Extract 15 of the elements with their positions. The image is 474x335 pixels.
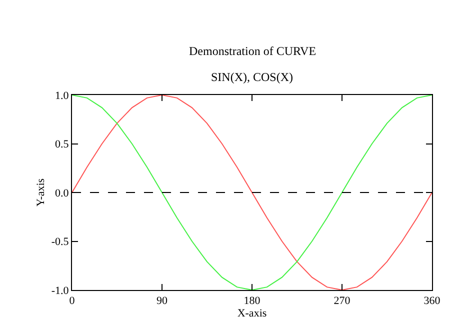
x-tick-label: 270 [334, 295, 351, 308]
y-tick-label: 0.0 [55, 187, 70, 200]
chart-title: Demonstration of CURVE [189, 44, 316, 58]
y-tick-label: -0.5 [51, 236, 70, 248]
y-tick-label: -1.0 [51, 284, 70, 297]
x-tick-label: 90 [156, 295, 168, 308]
y-tick-label: 1.0 [55, 90, 70, 102]
x-tick-label: 180 [244, 295, 261, 308]
chart-subtitle: SIN(X), COS(X) [211, 70, 293, 84]
y-tick-label: 0.5 [55, 138, 70, 151]
y-axis-title: Y-axis [35, 178, 48, 207]
x-tick-label: 360 [424, 295, 441, 308]
x-axis-title: X-axis [237, 307, 267, 320]
x-tick-label: 0 [69, 295, 76, 308]
line-series [72, 95, 432, 290]
